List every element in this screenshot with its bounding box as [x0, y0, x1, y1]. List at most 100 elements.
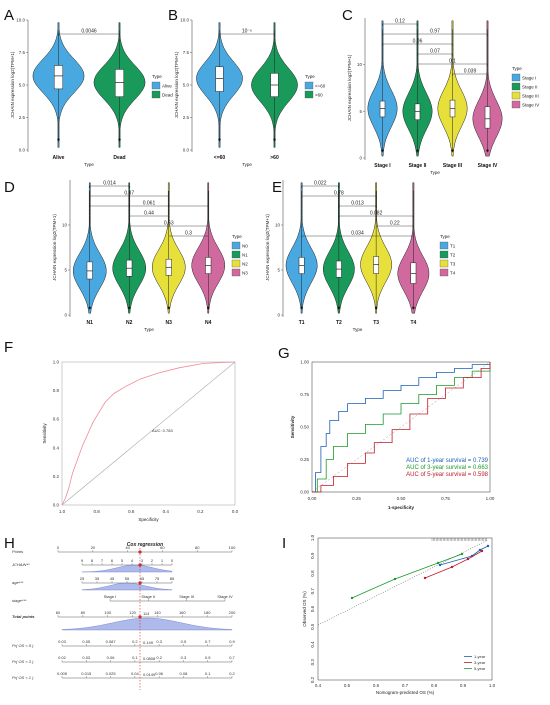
legend-swatch-A [151, 81, 161, 90]
nomogram-tick-label: 0.2 [156, 655, 162, 660]
nomogram-marker-dot [138, 581, 142, 585]
nomogram-title: Cox regression [127, 542, 163, 548]
nomogram-row-label: Pr( OS < 5 ) [12, 643, 34, 648]
legend-title-D: Type [232, 234, 242, 239]
y-tick-label-C: 5 [359, 109, 362, 114]
comparison-bracket-C [382, 33, 488, 36]
roc-g-xlabel: 1-specificity [388, 505, 415, 510]
nomogram-tick-label: 0.05 [82, 639, 91, 644]
legend-entry-B: >60 [315, 93, 323, 98]
y-tick-label-A: 0.0 [19, 148, 26, 153]
nomogram-tick-label: 0.04 [131, 671, 140, 676]
y-axis-label-C: JCHAIN expression log2(TPM+1) [347, 54, 352, 121]
nomogram-row-label: Points [12, 549, 23, 554]
legend-entry-E: T3 [450, 262, 456, 267]
p-value-C: 0.12 [395, 19, 405, 25]
calibration-y-tick: 0.7 [310, 588, 315, 595]
p-value-A: 0.0046 [81, 29, 97, 35]
nomogram-tick-label: 0 [57, 545, 60, 550]
nomogram-tick-label: 0.03 [82, 655, 91, 660]
legend-swatch-E [439, 241, 449, 250]
roc-f-y-tick: 0.8 [53, 388, 60, 393]
outlier-A-Alive [57, 138, 60, 141]
comparison-bracket-E [338, 205, 377, 208]
nomogram-marker-dot [138, 550, 142, 554]
p-value-E: 0.022 [314, 181, 327, 187]
nomogram-tick-label: 5 [121, 558, 124, 563]
outlier-E-T2 [337, 306, 341, 309]
legend-swatch-C [511, 73, 521, 82]
outlier-D-N4 [207, 306, 210, 309]
legend-swatch-C [511, 82, 521, 91]
legend-title-C: Type [512, 66, 522, 71]
roc-f-y-tick: 0.4 [53, 445, 60, 450]
nomogram-tick-label: 0.7 [229, 655, 235, 660]
p-value-E: 0.082 [370, 211, 383, 217]
nomogram-tick-label: 140 [154, 610, 161, 615]
panel-letter-h: H [4, 535, 15, 552]
x-category-D-N2: N2 [126, 320, 133, 326]
panel-letter-a: A [4, 7, 14, 24]
legend-swatch-D [231, 241, 241, 250]
nomogram-tick-label: 40 [125, 545, 130, 550]
roc-g-y-tick: 0.00 [300, 490, 309, 495]
p-value-B: 10⁻⁶ [242, 29, 252, 35]
nomogram-row-label: age*** [12, 580, 24, 585]
legend-entry-E: T2 [450, 253, 456, 258]
nomogram-tick-label: 0.2 [132, 639, 138, 644]
nomogram-tick-label: 200 [229, 610, 236, 615]
legend-entry-C: Stage II [522, 85, 538, 90]
nomogram-tick-label: 0.015 [81, 671, 92, 676]
roc-g-x-tick: 0.50 [397, 496, 406, 501]
calibration-legend-entry: 3-year [474, 660, 486, 665]
y-tick-label-C: 0 [359, 156, 362, 161]
calibration-ylabel: Observed OS (%) [302, 591, 307, 627]
p-value-E: 0.034 [351, 231, 364, 237]
x-category-B-<=60: <=60 [214, 155, 226, 161]
box-B-<=60 [215, 66, 224, 92]
nomogram-tick-label: 0.02 [58, 655, 67, 660]
outlier-E-T1 [300, 306, 303, 309]
p-value-D: 0.061 [143, 201, 156, 207]
roc-f-x-tick: 0.6 [128, 509, 135, 514]
nomogram-tick-label: 60 [160, 545, 165, 550]
calibration-point [478, 548, 482, 552]
calibration-point [393, 577, 397, 581]
box-A-Dead [114, 69, 125, 97]
x-category-C-Stage II: Stage II [409, 163, 427, 169]
outlier-C-Stage I [381, 149, 384, 152]
outlier-E-T4 [412, 306, 415, 309]
nomogram-marker-dot [138, 563, 142, 567]
calibration-y-tick: 1.0 [310, 534, 315, 541]
nomogram-tick-label: 85 [170, 576, 175, 581]
outlier-E-T3 [374, 306, 378, 309]
comparison-bracket-C [382, 43, 453, 46]
calibration-point [486, 544, 490, 548]
box-E-T3 [373, 256, 379, 274]
calibration-frame [317, 537, 493, 681]
nomogram-tick-label: 0.03 [58, 639, 67, 644]
legend-swatch-D [231, 268, 241, 277]
nomogram-marker-dot [138, 615, 142, 619]
nomogram-tick-label: 3 [141, 558, 144, 563]
nomogram-tick-label: 45 [110, 576, 115, 581]
calibration-y-tick: 0.6 [310, 605, 315, 612]
calibration-x-tick: 0.7 [402, 683, 409, 688]
nomogram-tick-label: 9 [81, 558, 84, 563]
y-tick-label-D: 5 [64, 268, 67, 273]
legend-entry-E: T4 [450, 271, 456, 276]
calibration-point [450, 565, 454, 569]
nomogram-tick-label: 1 [161, 558, 164, 563]
calibration-y-tick: 0.4 [310, 641, 315, 648]
y-axis-label-A: JCHAIN expression log2(TPM+1) [10, 51, 15, 118]
nomogram-tick-label: Stage III [179, 594, 194, 599]
box-D-N1 [86, 261, 93, 280]
outlier-A-Dead [118, 138, 121, 141]
y-tick-label-E: 10 [275, 223, 281, 228]
legend-entry-D: N3 [242, 271, 248, 276]
comparison-bracket-C [417, 53, 453, 56]
roc-g-curve [312, 362, 491, 493]
comparison-bracket-B [219, 33, 275, 36]
x-category-B->60: >60 [270, 155, 279, 161]
y-tick-label-A: 7.5 [19, 50, 26, 55]
